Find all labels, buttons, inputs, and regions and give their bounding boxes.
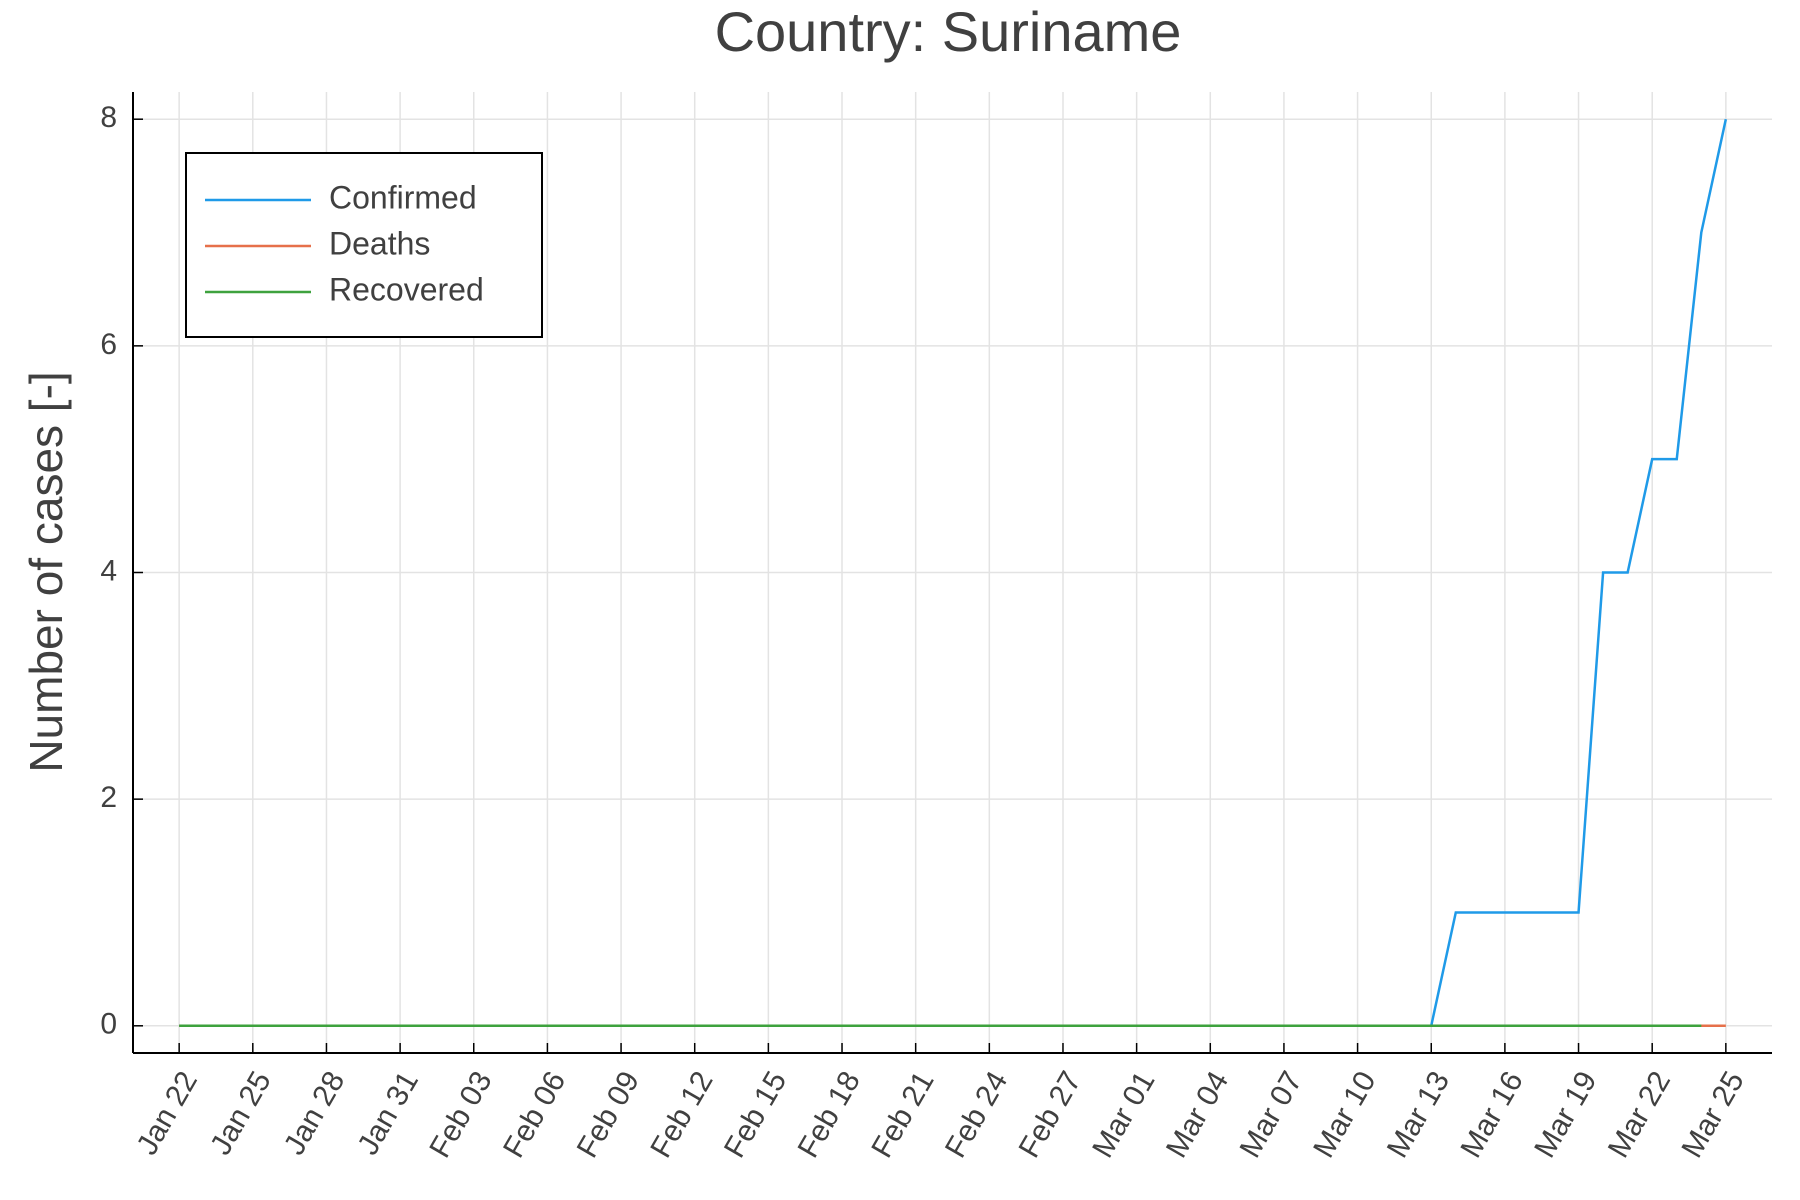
x-tick-label: Feb 18 (792, 1066, 867, 1163)
x-tick-label: Feb 21 (865, 1066, 940, 1163)
legend-label: Recovered (329, 271, 484, 307)
x-tick-label: Feb 03 (423, 1066, 498, 1163)
x-tick-label: Mar 10 (1307, 1066, 1382, 1163)
x-tick-label: Feb 24 (939, 1066, 1014, 1163)
legend-label: Confirmed (329, 179, 477, 215)
x-tick-label: Mar 19 (1528, 1066, 1603, 1163)
x-tick-label: Feb 15 (718, 1066, 793, 1163)
x-tick-label: Mar 04 (1160, 1066, 1235, 1163)
x-tick-label: Jan 28 (278, 1066, 352, 1161)
x-tick-label: Jan 22 (130, 1066, 204, 1161)
x-tick-label: Jan 31 (351, 1066, 425, 1161)
x-tick-label: Mar 01 (1086, 1066, 1161, 1163)
x-tick-label: Mar 25 (1676, 1066, 1751, 1163)
x-tick-label: Mar 16 (1455, 1066, 1530, 1163)
y-tick-label: 2 (100, 781, 117, 814)
x-tick-label: Feb 12 (644, 1066, 719, 1163)
x-tick-label: Feb 09 (571, 1066, 646, 1163)
x-tick-label: Mar 13 (1381, 1066, 1456, 1163)
chart-title: Country: Suriname (715, 0, 1182, 63)
x-tick-label: Mar 22 (1602, 1066, 1677, 1163)
y-tick-label: 4 (100, 554, 117, 587)
legend-label: Deaths (329, 225, 430, 261)
x-tick-label: Jan 25 (204, 1066, 278, 1161)
y-tick-label: 8 (100, 101, 117, 134)
y-tick-label: 0 (100, 1008, 117, 1041)
x-tick-label: Feb 06 (497, 1066, 572, 1163)
y-axis-label: Number of cases [-] (20, 371, 72, 772)
x-tick-label: Mar 07 (1234, 1066, 1309, 1163)
x-tick-label: Feb 27 (1013, 1066, 1088, 1163)
y-tick-label: 6 (100, 328, 117, 361)
